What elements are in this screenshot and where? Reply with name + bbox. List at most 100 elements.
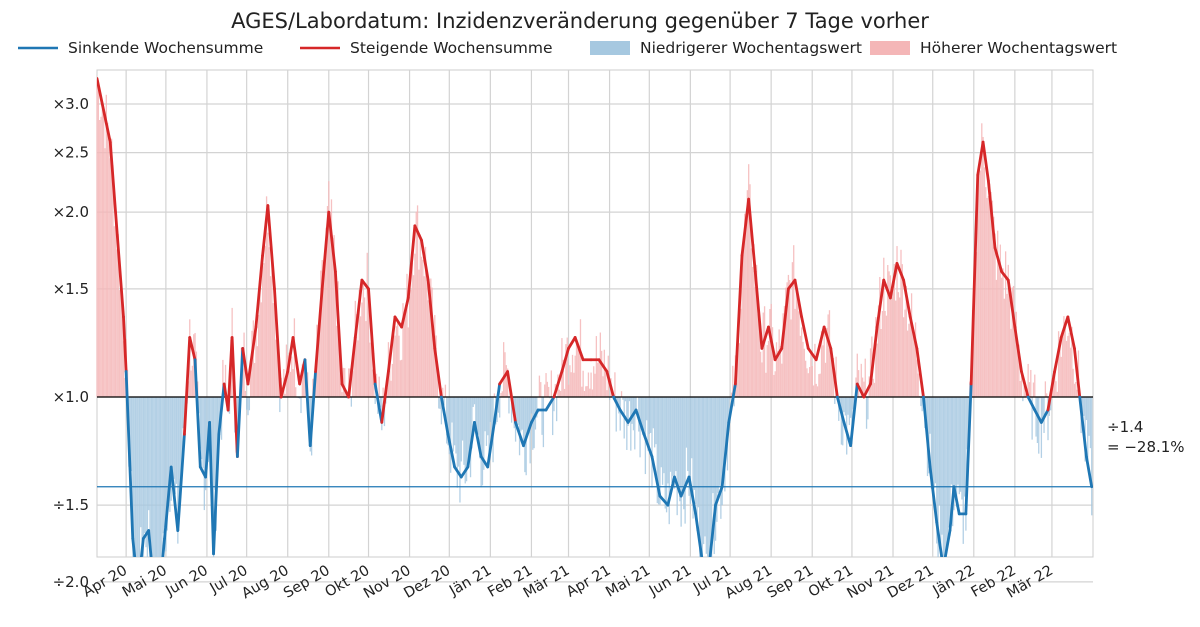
weekday-bar (640, 397, 643, 427)
weekday-bar (288, 352, 290, 397)
weekday-bar (1056, 391, 1058, 397)
weekday-bar (1020, 375, 1023, 397)
weekday-bar (783, 305, 786, 397)
series-segment (597, 358, 609, 373)
weekday-bar (272, 303, 274, 397)
weekday-bar (144, 397, 146, 534)
weekday-bar (170, 397, 172, 501)
weekday-bar (1087, 397, 1089, 466)
weekday-bar (1065, 340, 1068, 397)
weekday-bar (583, 390, 586, 397)
weekday-bar (476, 397, 478, 435)
weekday-bar (173, 397, 175, 479)
weekday-bar (659, 397, 661, 505)
weekday-bar (920, 397, 922, 407)
weekday-bar (779, 346, 782, 397)
weekday-bar (1002, 268, 1004, 397)
series-segment (466, 421, 476, 469)
weekday-bar (693, 397, 696, 490)
series-segment (895, 262, 906, 282)
weekday-bar (325, 227, 327, 397)
weekday-bar (464, 397, 466, 484)
weekday-bar (1053, 372, 1056, 397)
series-segment (530, 408, 540, 424)
weekday-bar (681, 397, 684, 492)
weekday-bar (601, 350, 603, 397)
weekday-bar (672, 397, 674, 476)
series-segment (486, 421, 496, 469)
weekday-bar (753, 244, 755, 397)
weekday-bar (140, 397, 142, 528)
weekday-bar (759, 351, 762, 397)
weekday-bar (946, 397, 949, 540)
weekday-bar (647, 397, 649, 451)
weekday-bar (246, 397, 248, 410)
weekday-bar (981, 123, 983, 398)
current-value-annotation: ÷1.4 = −28.1% (1107, 418, 1185, 456)
weekday-bar (255, 327, 257, 397)
weekday-bar (103, 109, 105, 397)
weekday-bar (808, 367, 811, 397)
weekday-bar (877, 305, 880, 397)
weekday-bar (389, 355, 391, 397)
weekday-bar (99, 120, 101, 397)
weekday-bar (932, 397, 934, 497)
weekday-bar (763, 306, 766, 397)
weekday-bar (595, 336, 598, 397)
weekday-bar (586, 386, 588, 397)
weekday-bar (574, 355, 576, 397)
weekday-bar (627, 397, 629, 426)
weekday-bar (1032, 382, 1035, 397)
weekday-bar (914, 322, 917, 397)
weekday-bar (292, 369, 294, 397)
x-tick-label: Jun 21 (646, 563, 694, 600)
weekday-bar (908, 323, 910, 397)
weekday-bar (212, 397, 215, 557)
weekday-bar (1046, 393, 1048, 397)
series-segment (235, 346, 245, 458)
weekday-bar (161, 397, 163, 557)
weekday-bar (379, 397, 382, 408)
weekday-bar (824, 362, 827, 397)
series-segment (835, 395, 846, 424)
weekday-bar (1083, 397, 1085, 416)
weekday-bar (497, 397, 500, 413)
weekday-bar (149, 397, 151, 557)
x-tick-label: Jän 21 (446, 563, 494, 600)
weekday-bar (816, 386, 819, 397)
series-segment (687, 475, 698, 516)
weekday-bar (802, 341, 804, 397)
weekday-bar (419, 234, 421, 397)
weekday-bar (654, 397, 656, 448)
weekday-bar (276, 333, 278, 397)
weekday-bar (684, 397, 686, 524)
weekday-bar (696, 397, 698, 532)
weekday-bar (883, 257, 885, 397)
weekday-bar (532, 397, 534, 450)
weekday-bar (892, 281, 894, 397)
legend-swatch (870, 41, 910, 55)
weekday-bar (1014, 334, 1016, 397)
y-tick-label: ÷1.5 (53, 496, 89, 514)
weekday-bar (1006, 293, 1008, 397)
weekday-bar (1061, 330, 1064, 397)
weekday-bar (118, 290, 121, 397)
weekday-bar (169, 397, 171, 512)
weekday-bar (398, 335, 400, 397)
y-tick-label: ×1.5 (53, 280, 89, 298)
series-segment (420, 238, 430, 282)
weekday-bar (410, 289, 412, 397)
weekday-bar (124, 377, 126, 397)
series-segment (928, 465, 939, 524)
weekday-bar (745, 215, 747, 397)
weekday-bar (472, 397, 474, 407)
weekday-bar (724, 397, 726, 492)
series-segment (193, 358, 202, 469)
weekday-bar (324, 258, 326, 397)
weekday-bar (422, 259, 424, 397)
weekday-bar (493, 393, 496, 397)
weekday-bar (352, 371, 354, 397)
weekday-bar (106, 122, 109, 397)
series-segment (498, 370, 509, 386)
weekday-bar (479, 397, 481, 459)
